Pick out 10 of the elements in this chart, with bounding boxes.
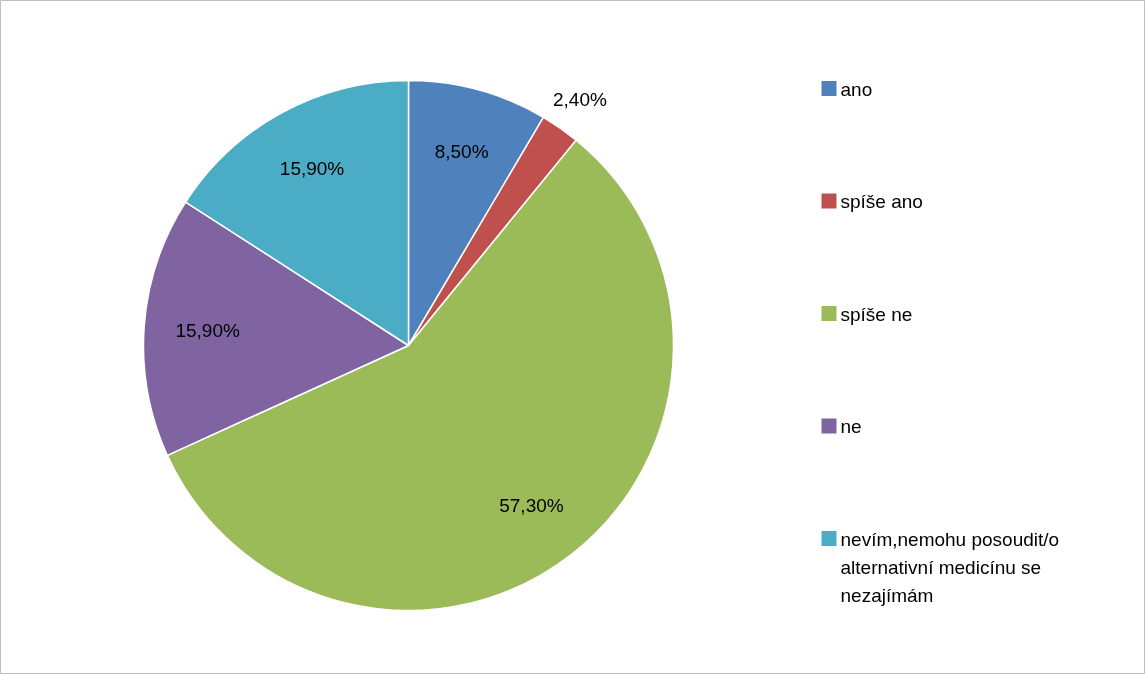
data-label: 57,30% [499, 494, 564, 516]
data-label: 8,50% [434, 140, 489, 162]
data-label: 15,90% [279, 158, 345, 180]
legend-label: ano [840, 78, 873, 100]
data-label: 2,40% [552, 89, 607, 111]
data-label: 15,90% [175, 320, 240, 342]
legend-label: nevím,nemohu posoudit/o alternativní medicínu se nezajímám [840, 528, 1060, 607]
legend-label: ne [840, 416, 862, 437]
legend-label: spíše ne [840, 303, 913, 325]
legend-label: spíše ano [840, 191, 923, 212]
